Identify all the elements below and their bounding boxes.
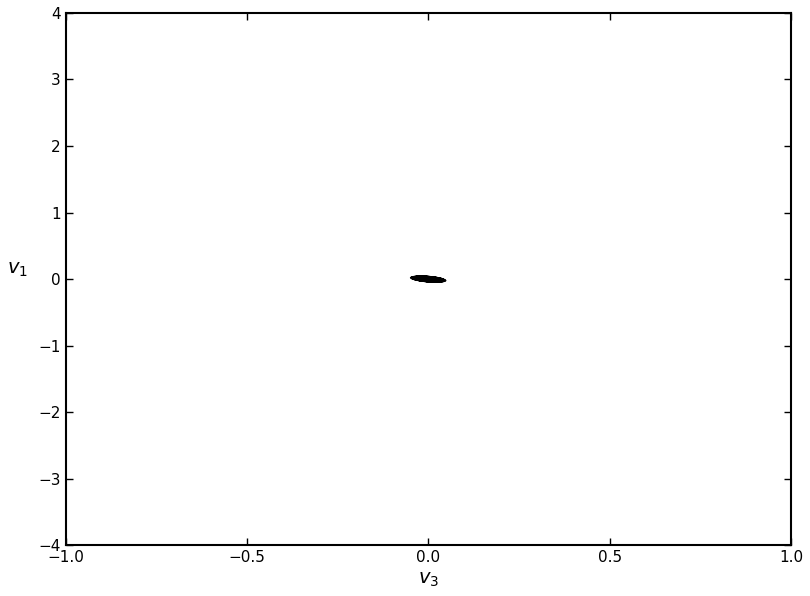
- X-axis label: $v_3$: $v_3$: [418, 571, 439, 589]
- Y-axis label: $v_1$: $v_1$: [7, 261, 28, 279]
